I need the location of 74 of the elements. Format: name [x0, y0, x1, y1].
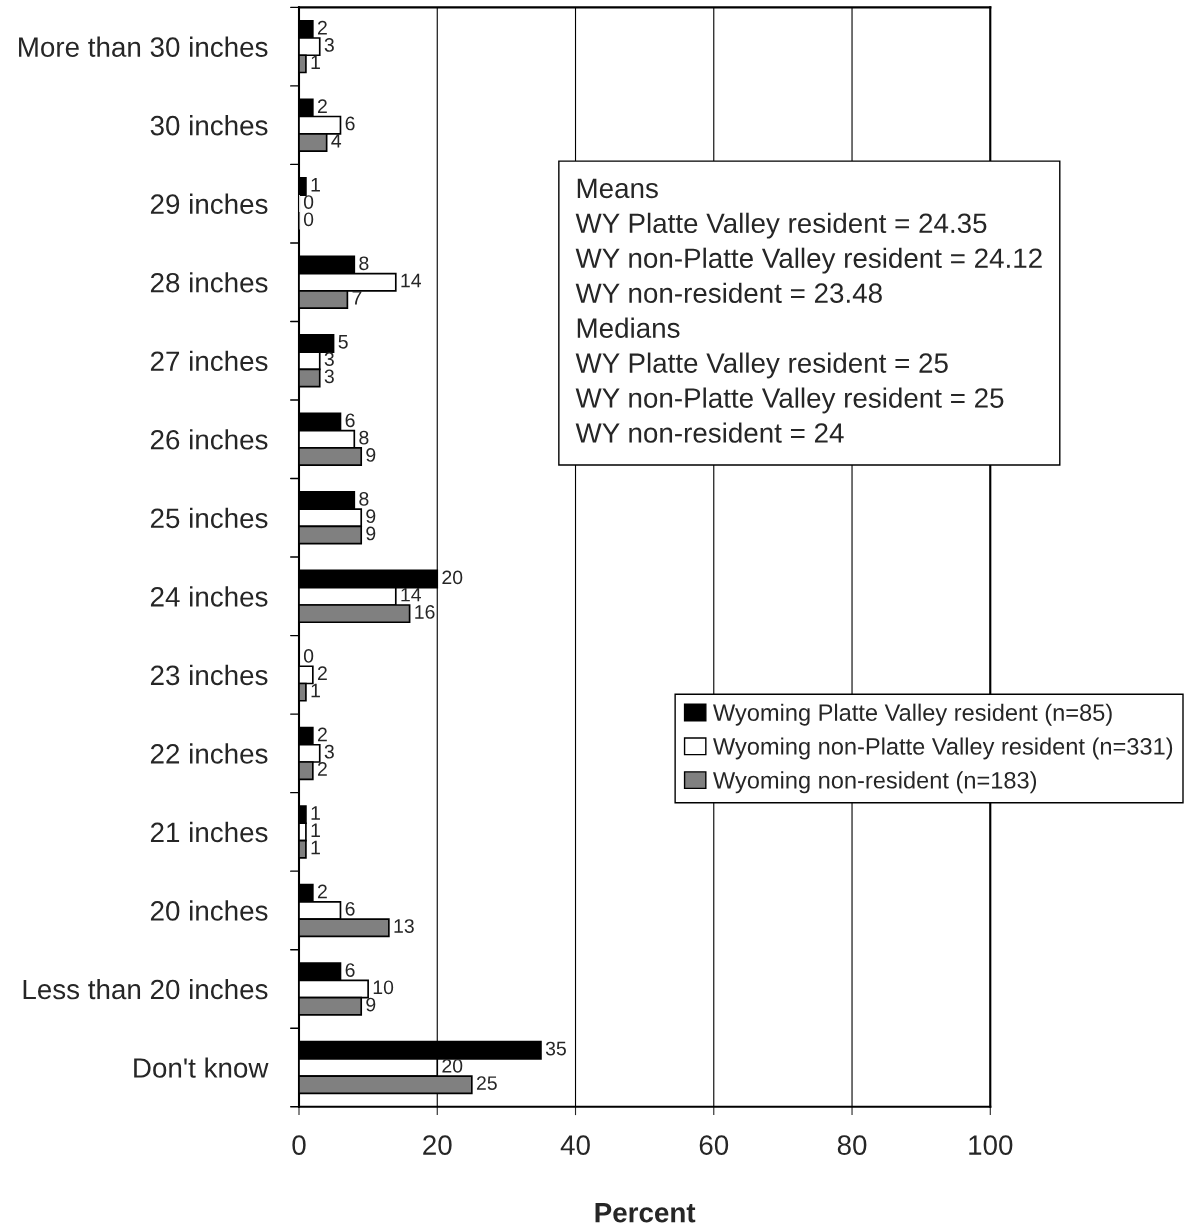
data-label: 3 [324, 352, 334, 366]
annotation: WY Platte Valley resident = 25 [575, 352, 948, 379]
data-label: 20 [442, 570, 463, 585]
y-tick-label: 28 inches [150, 272, 268, 293]
annotation: WY Platte Valley resident = 24.35 [575, 212, 987, 239]
data-label: 6 [345, 963, 355, 977]
x-tick-label: 40 [560, 1135, 590, 1155]
y-tick-label: More than 30 inches [19, 36, 268, 57]
data-label: 1 [311, 683, 320, 698]
data-label: 1 [311, 840, 320, 855]
y-tick-label: 29 inches [150, 193, 268, 215]
data-label: 2 [317, 884, 327, 899]
data-label: 6 [345, 901, 355, 916]
data-label: 9 [366, 447, 376, 462]
y-tick-label: Less than 20 inches [23, 978, 268, 1000]
data-label: 8 [359, 256, 369, 271]
data-label: 3 [324, 369, 334, 384]
x-tick-label: 100 [969, 1135, 1013, 1155]
data-label: 3 [324, 744, 334, 759]
x-tick-label: 0 [292, 1135, 306, 1155]
x-tick-label: 80 [837, 1135, 867, 1155]
annotation: Medians [577, 317, 680, 338]
data-label: 2 [317, 99, 327, 113]
data-label: 2 [317, 727, 327, 742]
data-label: 2 [317, 20, 327, 35]
y-tick-label: 27 inches [150, 350, 268, 372]
data-label: 14 [401, 587, 422, 602]
data-label: 2 [317, 762, 327, 776]
data-label: 10 [373, 980, 394, 995]
data-label: 13 [394, 919, 414, 933]
annotation: WY non-resident = 23.48 [575, 282, 882, 304]
data-label: 9 [366, 526, 376, 541]
y-tick-label: 21 inches [150, 821, 268, 843]
x-tick-label: 20 [423, 1135, 452, 1155]
y-tick-label: Don't know [134, 1057, 269, 1078]
y-tick-label: 30 inches [150, 115, 268, 136]
data-label: 4 [331, 134, 342, 148]
data-label: 5 [338, 335, 348, 349]
data-label: 9 [366, 997, 376, 1012]
annotation: WY non-Platte Valley resident = 25 [575, 387, 1004, 414]
y-tick-label: 23 inches [150, 664, 268, 686]
data-label: 6 [345, 413, 355, 428]
y-tick-label: 20 inches [150, 900, 268, 921]
data-label: 3 [324, 38, 334, 52]
annotation: Means [577, 178, 658, 199]
data-label: 0 [303, 212, 314, 227]
data-label: 0 [303, 649, 314, 663]
data-label: 20 [442, 1058, 463, 1073]
data-label: 1 [311, 806, 320, 820]
y-tick-label: 25 inches [150, 507, 268, 529]
y-tick-label: 24 inches [150, 586, 268, 607]
y-tick-label: 22 inches [150, 743, 268, 764]
annotation: WY non-Platte Valley resident = 24.12 [575, 247, 1042, 274]
legend-label: Wyoming Platte Valley resident (n=85) [713, 703, 1112, 726]
x-axis-title: Percent [595, 1203, 696, 1223]
data-label: 1 [311, 823, 320, 837]
legend-label: Wyoming non-resident (n=183) [713, 771, 1037, 794]
data-label: 6 [345, 116, 355, 131]
y-tick-label: 26 inches [150, 429, 268, 450]
legend-label: Wyoming non-Platte Valley resident (n=331) [713, 737, 1173, 760]
data-label: 9 [366, 509, 376, 524]
data-label: 1 [311, 55, 320, 69]
data-label: 7 [352, 291, 362, 305]
x-tick-label: 60 [699, 1135, 729, 1155]
data-label: 2 [317, 666, 327, 680]
data-label: 8 [359, 430, 369, 445]
data-label: 0 [303, 195, 314, 209]
data-label: 1 [311, 178, 320, 192]
data-label: 8 [359, 491, 369, 506]
data-label: 35 [545, 1041, 566, 1056]
data-label: 16 [415, 605, 435, 619]
data-label: 25 [476, 1076, 497, 1090]
annotation: WY non-resident = 24 [575, 422, 844, 443]
data-label: 14 [401, 273, 422, 288]
